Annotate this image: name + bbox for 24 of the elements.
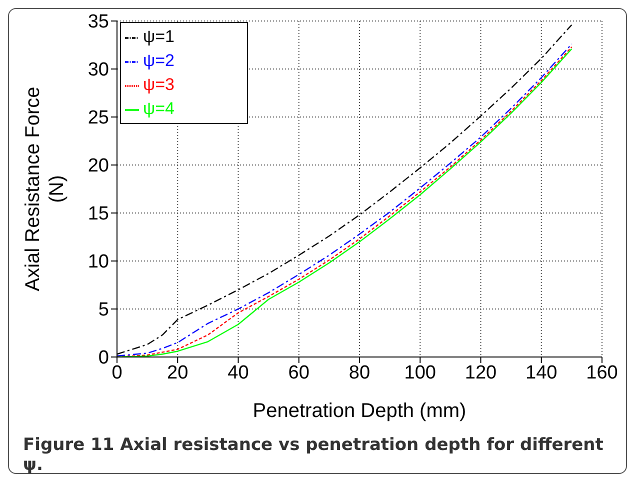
y-tick-label: 5 (98, 300, 109, 321)
legend-label: ψ=3 (143, 75, 175, 94)
x-tick-label: 160 (586, 362, 618, 384)
y-tick-label: 10 (88, 252, 109, 273)
y-axis-title: Axial Resistance Force (N) (22, 86, 68, 292)
y-tick-label: 25 (88, 108, 109, 129)
x-tick-label: 60 (288, 362, 310, 384)
x-tick-label: 80 (348, 362, 370, 384)
x-tick-label: 20 (167, 362, 188, 384)
y-tick-label: 30 (88, 60, 109, 81)
y-tick-label: 35 (88, 12, 109, 33)
legend-label: ψ=2 (143, 51, 175, 70)
y-tick-label: 15 (88, 204, 109, 225)
y-tick-label: 0 (98, 348, 109, 369)
legend-label: ψ=4 (143, 99, 175, 118)
legend-label: ψ=1 (143, 27, 175, 46)
caption: Figure 11 Axial resistance vs penetration depth for different ψ. (22, 434, 604, 477)
x-tick-label: 40 (228, 362, 249, 384)
x-axis-title: Penetration Depth (mm) (252, 400, 466, 422)
y-tick-label: 20 (88, 156, 109, 177)
x-tick-label: 0 (112, 362, 122, 384)
x-tick-label: 140 (526, 362, 558, 384)
x-tick-label: 120 (464, 362, 497, 384)
x-tick-label: 100 (404, 362, 436, 384)
